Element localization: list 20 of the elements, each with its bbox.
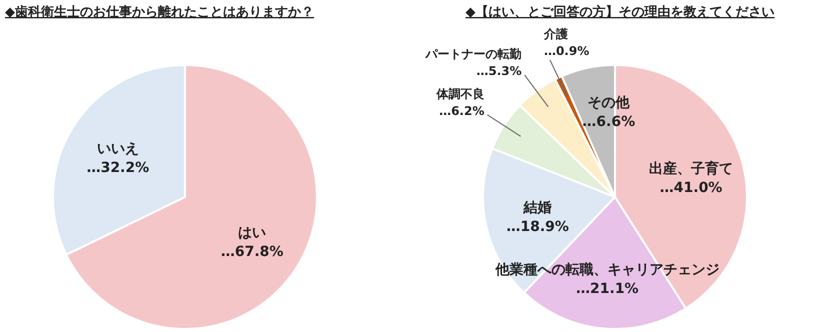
slice-label: 介護: [542, 26, 568, 41]
data-label: …21.1%: [576, 280, 639, 297]
data-label: …0.9%: [544, 44, 590, 58]
data-label: …5.3%: [476, 64, 522, 78]
slice-label: その他: [588, 95, 631, 112]
slice-label: はい: [238, 225, 266, 242]
data-label: …6.6%: [582, 114, 636, 130]
slice-label: パートナーの転勤: [424, 47, 522, 62]
data-label: …32.2%: [86, 160, 150, 176]
chart-title: ◆【はい、とご回答の方】その理由を教えてください: [466, 4, 774, 20]
data-label: …6.2%: [439, 104, 484, 118]
chart-title: ◆歯科衛生士のお仕事から離れたことはありますか？: [5, 5, 314, 20]
slice-label: いいえ: [96, 140, 139, 157]
data-label: …41.0%: [660, 180, 722, 196]
slice-label: 出産、子育て: [649, 160, 734, 177]
data-label: …18.9%: [506, 219, 569, 236]
data-label: …67.8%: [220, 244, 284, 260]
slice-label: 他業種への転職、キャリアチェンジ: [494, 260, 720, 278]
slice-label: 体調不良: [435, 86, 484, 101]
slice-label: 結婚: [522, 200, 552, 216]
